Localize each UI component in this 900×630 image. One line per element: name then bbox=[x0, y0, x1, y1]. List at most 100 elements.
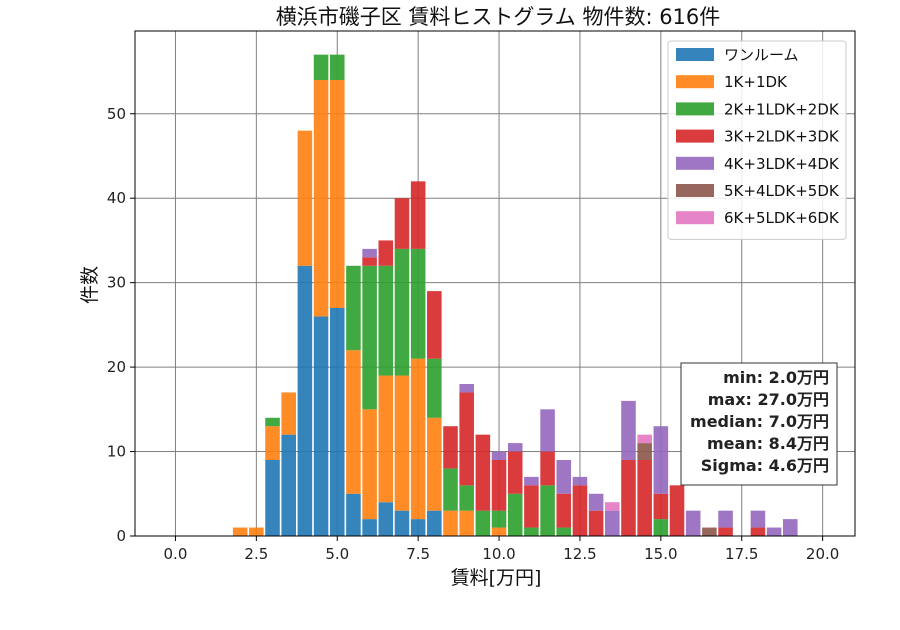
bar-segment-4 bbox=[378, 240, 394, 266]
legend-swatch bbox=[676, 156, 714, 170]
bar-segment-1 bbox=[313, 316, 329, 536]
x-tick-label: 0.0 bbox=[164, 545, 188, 563]
bar-segment-5 bbox=[685, 510, 701, 536]
bar-segment-2 bbox=[346, 350, 361, 494]
bar-segment-2 bbox=[491, 527, 507, 536]
bar-segment-2 bbox=[443, 510, 458, 536]
bar-segment-2 bbox=[410, 358, 426, 520]
axis-ticks: 0.0 2.5 5.0 7.5 10.0 12.5 15.0 17.5 20.0 0 10 20 30 4… bbox=[107, 105, 839, 563]
y-tick-label: 10 bbox=[107, 443, 126, 461]
bar-segment-5 bbox=[572, 476, 588, 486]
bar-segment-6 bbox=[702, 527, 717, 536]
bar-segment-3 bbox=[313, 54, 329, 80]
chart-title: 横浜市磯子区 賃料ヒストグラム 物件数: 616件 bbox=[276, 5, 721, 29]
bar-segment-2 bbox=[313, 79, 329, 317]
bar-segment-4 bbox=[588, 510, 604, 536]
y-tick-label: 20 bbox=[107, 358, 126, 376]
bar-segment-5 bbox=[524, 476, 539, 486]
bar-segment-1 bbox=[297, 265, 313, 536]
legend-label: 3K+2LDK+3DK bbox=[724, 128, 840, 146]
legend-swatch bbox=[676, 184, 714, 197]
stats-line: Sigma: 4.6万円 bbox=[701, 456, 829, 475]
bar-segment-1 bbox=[329, 307, 345, 536]
bar-segment-2 bbox=[281, 392, 296, 435]
bar-segment-2 bbox=[394, 375, 410, 511]
bar-segment-3 bbox=[653, 519, 669, 536]
legend-label: 6K+5LDK+6DK bbox=[724, 209, 840, 227]
bar-segment-1 bbox=[394, 510, 410, 536]
bar-segment-3 bbox=[329, 54, 345, 80]
bar-segment-5 bbox=[556, 459, 572, 494]
y-tick-label: 40 bbox=[107, 189, 126, 207]
bar-segment-3 bbox=[410, 248, 426, 359]
bar-segment-4 bbox=[443, 426, 458, 469]
bar-segment-4 bbox=[621, 459, 636, 536]
bar-segment-2 bbox=[232, 527, 248, 536]
bar-segment-2 bbox=[378, 375, 394, 503]
bar-segment-5 bbox=[783, 519, 798, 536]
bar-segment-5 bbox=[718, 510, 733, 528]
x-tick-label: 15.0 bbox=[644, 545, 677, 563]
stats-line: min: 2.0万円 bbox=[723, 368, 829, 387]
bar-segment-3 bbox=[427, 358, 442, 418]
bar-segment-5 bbox=[459, 383, 474, 393]
bar-segment-2 bbox=[249, 527, 264, 536]
bar-segment-1 bbox=[362, 519, 377, 536]
x-tick-label: 20.0 bbox=[806, 545, 839, 563]
bar-segment-5 bbox=[621, 400, 636, 460]
bar-segment-3 bbox=[475, 510, 491, 536]
y-tick-label: 0 bbox=[116, 527, 126, 545]
bar-segment-4 bbox=[427, 291, 442, 359]
bar-segment-4 bbox=[572, 485, 588, 536]
bar-segment-3 bbox=[459, 485, 474, 511]
x-tick-label: 12.5 bbox=[563, 545, 596, 563]
bar-segment-4 bbox=[507, 451, 523, 494]
bar-segment-4 bbox=[653, 493, 669, 520]
bar-segment-4 bbox=[394, 198, 410, 249]
bar-segment-4 bbox=[540, 451, 555, 486]
bar-segment-5 bbox=[653, 426, 669, 494]
bar-segment-4 bbox=[750, 527, 766, 536]
legend-label: 1K+1DK bbox=[724, 73, 788, 91]
x-tick-label: 5.0 bbox=[325, 545, 349, 563]
stats-line: mean: 8.4万円 bbox=[707, 434, 829, 453]
legend-label: ワンルーム bbox=[724, 46, 799, 64]
bar-segment-3 bbox=[378, 265, 394, 376]
bar-segment-4 bbox=[669, 485, 685, 536]
bar-segment-1 bbox=[378, 502, 394, 536]
bar-segment-1 bbox=[427, 510, 442, 536]
stats-box: min: 2.0万円 max: 27.0万円 median: 7.0万円 mean: … bbox=[680, 362, 838, 486]
x-tick-label: 2.5 bbox=[244, 545, 268, 563]
bar-segment-4 bbox=[524, 485, 539, 528]
y-tick-label: 50 bbox=[107, 105, 126, 123]
bar-segment-2 bbox=[265, 426, 280, 460]
x-tick-label: 17.5 bbox=[725, 545, 758, 563]
stats-box-frame bbox=[680, 362, 838, 486]
bar-segment-4 bbox=[491, 459, 507, 511]
plot-frame bbox=[134, 30, 856, 537]
bar-segment-3 bbox=[394, 248, 410, 376]
bar-segment-4 bbox=[410, 181, 426, 249]
bar-segment-6 bbox=[637, 443, 652, 460]
bar-segment-4 bbox=[459, 392, 474, 486]
bar-segment-3 bbox=[265, 417, 280, 427]
bar-segment-2 bbox=[329, 79, 345, 308]
legend-label: 2K+1LDK+2DK bbox=[724, 100, 840, 118]
bar-segment-1 bbox=[410, 519, 426, 536]
bar-segment-5 bbox=[491, 451, 507, 460]
x-tick-label: 10.0 bbox=[482, 545, 515, 563]
bar-segment-5 bbox=[750, 510, 766, 528]
stats-line: max: 27.0万円 bbox=[708, 390, 829, 409]
bar-segment-3 bbox=[507, 493, 523, 536]
legend-label: 4K+3LDK+4DK bbox=[724, 155, 840, 173]
bar-segment-3 bbox=[556, 527, 572, 536]
bar-segment-3 bbox=[346, 265, 361, 351]
stats-line: median: 7.0万円 bbox=[690, 412, 829, 431]
bar-segment-1 bbox=[346, 493, 361, 536]
legend-swatch bbox=[676, 211, 714, 225]
legend: ワンルーム 1K+1DK 2K+1LDK+2DK 3K+2LDK+3DK 4K+3LDK… bbox=[667, 40, 847, 240]
bar-segment-5 bbox=[507, 443, 523, 452]
bar-segment-2 bbox=[297, 130, 313, 266]
bar-segment-2 bbox=[427, 417, 442, 511]
